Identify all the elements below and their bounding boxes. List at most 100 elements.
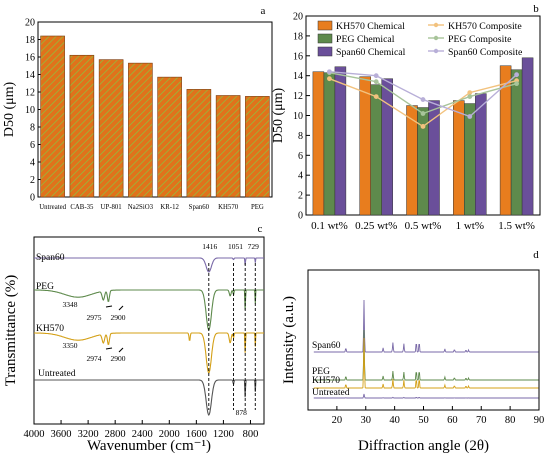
series-label: Span60 — [312, 341, 341, 351]
y-tick-label: 18 — [293, 31, 303, 42]
spectrum-line — [34, 332, 264, 375]
bar — [428, 100, 440, 216]
bar — [464, 103, 476, 216]
legend-label: KH570 Composite — [448, 21, 522, 32]
legend-marker — [433, 35, 439, 41]
y-tick-label: 10 — [25, 105, 35, 116]
y-tick-label: 2 — [30, 175, 35, 186]
y-tick-label: 16 — [25, 53, 35, 64]
panel-label: b — [533, 3, 539, 15]
spectrum-line — [34, 379, 264, 416]
x-tick-label: 3200 — [78, 429, 99, 440]
plot-frame — [33, 236, 265, 425]
series-label: PEG — [312, 367, 330, 377]
x-tick-label: PEG — [251, 204, 264, 211]
panel-b: 0 2 4 6 8 10 12 14 16 18 20 0.1 wt% 0.25 wt% 0.5 wt% 1… — [271, 3, 541, 232]
line-point — [327, 76, 332, 82]
x-tick-label: 1 wt% — [456, 220, 484, 232]
bar — [359, 76, 371, 216]
peak-label: 2974 — [87, 354, 102, 363]
legend-marker — [433, 48, 439, 54]
x-tick-label: 2000 — [159, 429, 180, 440]
y-tick-label: 20 — [25, 18, 35, 29]
y-tick-label: 0 — [30, 193, 35, 204]
y-axis-label: Intensity (a.u.) — [281, 296, 297, 384]
x-tick-label: KR-12 — [160, 204, 179, 211]
x-tick-label: KH570 — [218, 204, 239, 211]
x-tick-label: 0.25 wt% — [355, 220, 397, 232]
bar — [245, 96, 270, 198]
line-point — [467, 114, 473, 119]
x-axis-label: Wavenumber (cm⁻¹) — [87, 438, 211, 454]
y-tick-label: 4 — [30, 158, 35, 169]
x-tick-label: 60 — [447, 415, 458, 426]
peak-label: 878 — [236, 408, 248, 417]
x-tick-label: 90 — [534, 415, 545, 426]
x-tick-label: 70 — [476, 415, 487, 426]
x-tick-label: Untreated — [39, 204, 66, 211]
peak-arrow — [105, 305, 113, 308]
x-tick-label: Span60 — [189, 204, 210, 211]
x-tick-label: 2400 — [132, 429, 153, 440]
series-label: Span60 — [36, 253, 65, 263]
y-tick-label: 0 — [298, 211, 303, 222]
peak-arrow — [118, 305, 124, 311]
y-tick-label: 12 — [293, 91, 303, 102]
bar — [370, 84, 382, 216]
line-point — [514, 72, 519, 78]
panel-c: 4000 3600 3200 2800 2400 2000 1600 1200 800 Span6… — [3, 223, 265, 454]
line-point — [373, 79, 379, 85]
bar — [69, 54, 95, 198]
x-tick-label: 4000 — [24, 429, 45, 440]
peak-label: 2975 — [87, 313, 102, 322]
x-tick-label: 1.5 wt% — [498, 220, 535, 232]
bar — [323, 72, 336, 216]
legend-label: Span60 Chemical — [336, 47, 406, 58]
x-tick-label: Na2SiO3 — [128, 204, 154, 211]
spectrum-line — [34, 257, 264, 273]
legend-label: PEG Composite — [448, 34, 512, 45]
bar — [334, 66, 347, 216]
peak-label: 3350 — [63, 341, 78, 350]
series-label: PEG — [36, 282, 54, 292]
y-tick-label: 6 — [30, 140, 35, 151]
line-point — [327, 69, 332, 75]
x-tick-label: 50 — [418, 415, 429, 426]
x-tick-label: 0.5 wt% — [405, 220, 442, 232]
bar — [521, 57, 534, 216]
peak-arrow — [105, 347, 113, 350]
series-label: Untreated — [312, 388, 350, 398]
y-tick-label: 14 — [293, 71, 303, 82]
x-axis-label: Diffraction angle (2θ) — [358, 438, 489, 454]
peak-label: 729 — [248, 242, 260, 251]
legend-swatch — [317, 20, 333, 31]
x-tick-label: 3600 — [51, 429, 72, 440]
y-tick-label: 2 — [298, 191, 303, 202]
bar — [381, 78, 393, 216]
x-tick-label: CAB-35 — [70, 204, 94, 211]
x-tick-label: 20 — [332, 415, 343, 426]
peak-arrow — [118, 347, 124, 353]
y-tick-label: 16 — [293, 51, 303, 62]
peak-label: 2900 — [111, 313, 126, 322]
pattern-line — [313, 329, 539, 381]
bar — [215, 95, 241, 198]
line-point — [373, 94, 379, 99]
x-tick-label: 30 — [361, 415, 372, 426]
y-axis-label: D50 (μm) — [271, 88, 286, 144]
series-label: Untreated — [38, 369, 76, 379]
line-point — [420, 97, 426, 102]
bar — [157, 76, 182, 198]
legend-label: KH570 Chemical — [336, 21, 405, 32]
line-point — [420, 111, 426, 116]
x-tick-label: 0.1 wt% — [311, 220, 348, 232]
series-label: KH570 — [36, 324, 64, 334]
y-axis-label: D50 (μm) — [2, 82, 17, 138]
line-point — [467, 90, 473, 96]
spectrum-line — [34, 289, 264, 332]
y-tick-label: 4 — [298, 171, 303, 182]
y-tick-label: 20 — [293, 12, 303, 23]
panel-label: c — [258, 223, 263, 235]
peak-label: 3348 — [63, 300, 78, 309]
